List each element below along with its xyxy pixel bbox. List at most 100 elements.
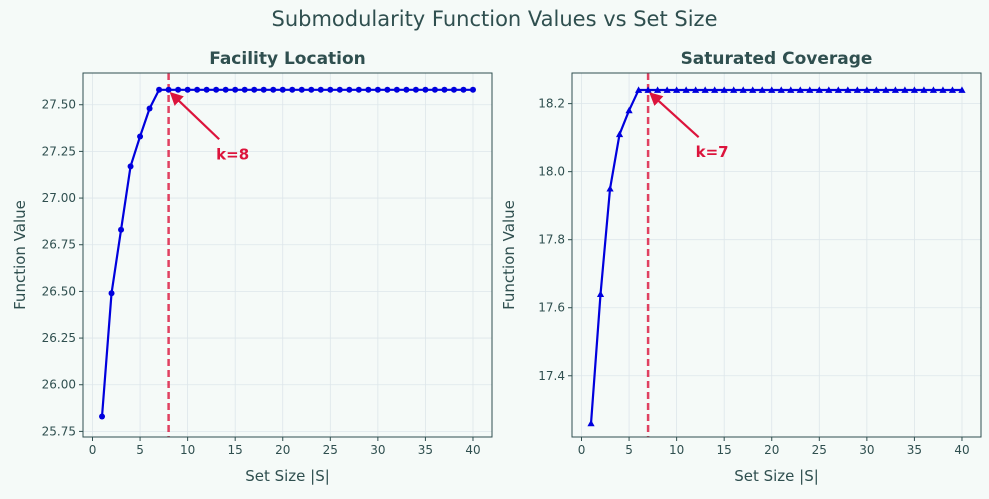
subplot-title: Facility Location xyxy=(209,49,366,69)
data-point-marker xyxy=(270,86,277,93)
x-tick-label: 10 xyxy=(180,443,195,457)
data-point-marker xyxy=(654,86,662,93)
data-point-marker xyxy=(796,86,804,93)
data-point-marker xyxy=(758,86,766,93)
x-tick-label: 0 xyxy=(578,443,586,457)
data-point-marker xyxy=(891,86,899,93)
series-line xyxy=(589,88,962,424)
data-point-marker xyxy=(137,133,144,140)
data-point-marker xyxy=(806,86,814,93)
data-point-marker xyxy=(939,86,947,93)
x-tick-label: 10 xyxy=(669,443,684,457)
x-tick-label: 20 xyxy=(764,443,779,457)
data-point-marker xyxy=(450,86,457,93)
x-axis-label: Set Size |S| xyxy=(245,467,330,485)
data-point-marker xyxy=(422,86,429,93)
y-tick-label: 26.00 xyxy=(42,378,76,392)
data-point-marker xyxy=(920,86,928,93)
data-point-marker xyxy=(431,86,438,93)
data-point-marker xyxy=(882,86,890,93)
data-point-marker xyxy=(844,86,852,93)
y-axis-label: Function Value xyxy=(11,200,29,310)
data-point-marker xyxy=(634,86,643,93)
data-point-marker xyxy=(815,86,823,93)
data-point-marker xyxy=(587,419,595,427)
chart-panel-2: k=7 0 5 10 15 20 25 30 35 40 17.4 17.6 17.8 18.0 18.2 S… xyxy=(500,49,982,485)
y-tick-label: 27.50 xyxy=(42,98,76,112)
data-point-marker xyxy=(596,290,605,298)
data-point-marker xyxy=(346,86,353,93)
annotation-arrow xyxy=(649,92,700,139)
data-point-marker xyxy=(910,86,919,93)
x-tick-label: 15 xyxy=(228,443,243,457)
data-point-marker xyxy=(692,86,700,93)
plot-area xyxy=(83,73,492,437)
data-point-marker xyxy=(184,86,191,93)
data-point-marker xyxy=(825,86,833,93)
data-point-marker xyxy=(853,86,861,93)
data-point-marker xyxy=(749,86,757,93)
x-tick-label: 40 xyxy=(465,443,480,457)
data-point-marker xyxy=(441,86,448,93)
y-tick-label: 27.00 xyxy=(42,191,76,205)
data-point-marker xyxy=(203,86,210,93)
x-tick-label: 5 xyxy=(136,443,144,457)
y-axis-label: Function Value xyxy=(500,200,518,310)
x-tick-label: 5 xyxy=(625,443,633,457)
data-point-marker xyxy=(958,86,966,93)
data-point-marker xyxy=(289,86,296,93)
data-point-marker xyxy=(606,185,614,192)
annotation-label: k=8 xyxy=(216,145,249,163)
y-tick-label: 18.2 xyxy=(538,97,565,111)
data-point-marker xyxy=(99,413,106,420)
data-point-marker xyxy=(222,86,229,93)
data-point-marker xyxy=(251,86,258,93)
data-point-marker xyxy=(317,86,324,93)
data-point-marker xyxy=(682,86,690,93)
data-point-marker xyxy=(777,86,785,93)
data-point-marker xyxy=(146,105,153,112)
data-point-marker xyxy=(872,86,880,93)
subplot-title: Saturated Coverage xyxy=(681,49,873,69)
data-point-marker xyxy=(241,86,248,93)
data-point-marker xyxy=(393,86,400,93)
data-point-marker xyxy=(469,86,476,93)
data-point-marker xyxy=(260,86,267,93)
x-tick-label: 25 xyxy=(812,443,827,457)
y-tick-label: 26.25 xyxy=(42,331,76,345)
data-point-marker xyxy=(730,86,738,93)
data-point-marker xyxy=(232,86,239,93)
data-point-marker xyxy=(460,86,467,93)
data-point-marker xyxy=(156,86,163,93)
data-point-marker xyxy=(213,86,220,93)
chart-panel-1: k=8 0 5 10 15 20 25 30 35 40 25.75 26.00 26.25 26.50 2… xyxy=(11,49,493,485)
data-point-marker xyxy=(308,86,315,93)
data-point-marker xyxy=(901,86,909,93)
data-point-marker xyxy=(787,86,795,93)
data-point-marker xyxy=(279,86,286,93)
x-axis-label: Set Size |S| xyxy=(734,467,819,485)
data-point-marker xyxy=(374,86,381,93)
data-point-marker xyxy=(355,86,362,93)
x-tick-label: 15 xyxy=(717,443,732,457)
data-point-marker xyxy=(298,86,305,93)
data-point-marker xyxy=(720,86,728,93)
x-tick-label: 35 xyxy=(907,443,922,457)
annotation-label: k=7 xyxy=(696,143,729,161)
data-point-marker xyxy=(108,290,115,297)
x-tick-label: 30 xyxy=(859,443,874,457)
axes-frame xyxy=(571,72,982,438)
data-point-marker xyxy=(384,86,391,93)
data-point-marker xyxy=(365,86,372,93)
data-point-marker xyxy=(663,86,671,93)
data-point-marker xyxy=(625,106,633,114)
data-point-marker xyxy=(701,86,709,93)
data-point-marker xyxy=(644,86,652,93)
data-point-marker xyxy=(615,130,624,138)
data-point-marker xyxy=(768,86,776,93)
y-tick-label: 17.6 xyxy=(538,301,565,315)
data-point-marker xyxy=(412,86,419,93)
y-tick-label: 17.4 xyxy=(538,369,565,383)
y-tick-label: 18.0 xyxy=(538,165,565,179)
